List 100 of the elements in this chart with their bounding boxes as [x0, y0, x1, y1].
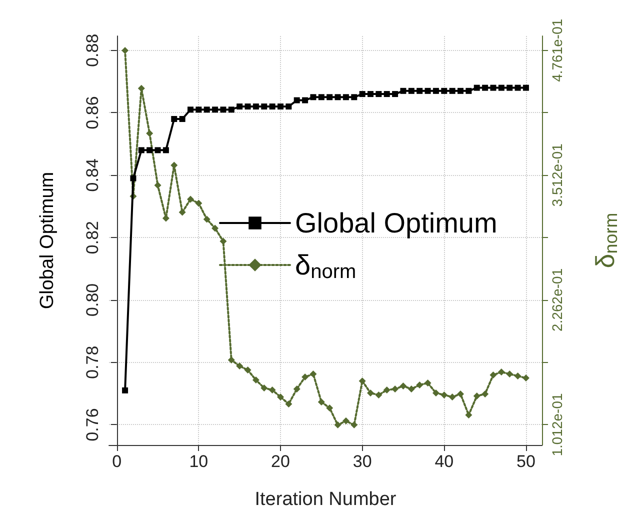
point: [358, 377, 366, 384]
point: [212, 224, 219, 232]
point: [400, 382, 407, 390]
point: [170, 162, 178, 169]
point: [490, 84, 496, 91]
point: [268, 386, 276, 394]
y-tick-label: 0.78: [83, 346, 102, 379]
y-tick-label: 0.84: [83, 158, 102, 192]
point: [236, 362, 244, 370]
point: [318, 94, 324, 100]
point: [474, 84, 480, 91]
x-tick-label: 0: [112, 452, 122, 471]
point: [367, 389, 374, 396]
point: [432, 88, 439, 94]
point: [408, 88, 414, 94]
point: [506, 370, 514, 378]
point: [122, 387, 128, 394]
point: [179, 116, 186, 122]
point: [351, 94, 358, 100]
x-tick-label: 20: [271, 452, 290, 471]
point: [448, 393, 456, 400]
point: [424, 379, 432, 386]
point: [220, 106, 226, 113]
point: [457, 390, 464, 398]
point: [260, 384, 268, 392]
point: [408, 385, 415, 392]
point: [277, 393, 284, 400]
point: [187, 106, 194, 113]
point: [178, 208, 186, 216]
point: [466, 88, 472, 94]
point: [376, 91, 382, 98]
point: [482, 390, 489, 398]
point: [154, 182, 162, 189]
point: [294, 97, 300, 104]
point: [261, 104, 268, 110]
point: [368, 91, 374, 98]
point: [195, 200, 202, 207]
y2-axis-title: δnorm: [590, 212, 621, 268]
point: [498, 84, 504, 91]
point: [359, 91, 366, 98]
y2-tick-label: 1.012e-01: [549, 392, 565, 456]
point: [400, 88, 406, 94]
point: [269, 104, 276, 110]
y-axis-title: Global Optimum: [37, 172, 58, 310]
point: [441, 88, 448, 94]
point: [498, 368, 505, 376]
point: [302, 374, 309, 380]
y2-tick-label: 2.262e-01: [549, 268, 565, 332]
point: [342, 94, 349, 100]
point: [514, 372, 522, 380]
point: [162, 147, 169, 154]
legend-label: Global Optimum: [295, 208, 498, 238]
point: [449, 88, 456, 94]
point: [228, 356, 235, 364]
point: [482, 84, 488, 91]
x-tick-label: 30: [352, 452, 372, 471]
point: [204, 106, 210, 113]
x-tick-label: 50: [516, 452, 536, 471]
point: [252, 104, 259, 110]
point: [490, 372, 497, 379]
point: [514, 84, 521, 91]
point: [278, 104, 284, 110]
point: [146, 130, 154, 137]
point: [203, 216, 210, 223]
point: [310, 94, 316, 100]
point: [383, 386, 390, 394]
point: [326, 94, 333, 100]
point: [146, 147, 153, 154]
y-tick-label: 0.86: [83, 96, 102, 130]
point: [171, 116, 178, 122]
x-tick-label: 40: [434, 452, 454, 471]
point: [244, 104, 251, 110]
point: [212, 106, 218, 113]
point: [252, 376, 260, 384]
point: [293, 385, 300, 392]
point: [375, 391, 382, 398]
point: [130, 175, 136, 182]
y2-tick-label: 3.512e-01: [549, 143, 565, 207]
point: [310, 370, 317, 378]
point: [392, 385, 399, 392]
point: [302, 97, 308, 104]
point: [334, 421, 342, 428]
point: [416, 88, 423, 94]
point: [228, 106, 234, 113]
point: [522, 374, 530, 382]
y-tick-label: 0.76: [83, 408, 102, 442]
point: [196, 106, 202, 113]
point: [384, 91, 390, 98]
point: [334, 94, 341, 100]
point: [186, 196, 194, 203]
point: [138, 147, 144, 154]
point: [122, 46, 129, 54]
y-tick-label: 0.82: [83, 220, 102, 254]
point: [285, 400, 292, 408]
point: [220, 238, 227, 245]
y2-tick-label: 4.761e-01: [549, 18, 565, 82]
point: [286, 104, 292, 110]
x-axis-title: Iteration Number: [254, 489, 397, 510]
point: [138, 84, 145, 92]
point: [440, 391, 448, 398]
